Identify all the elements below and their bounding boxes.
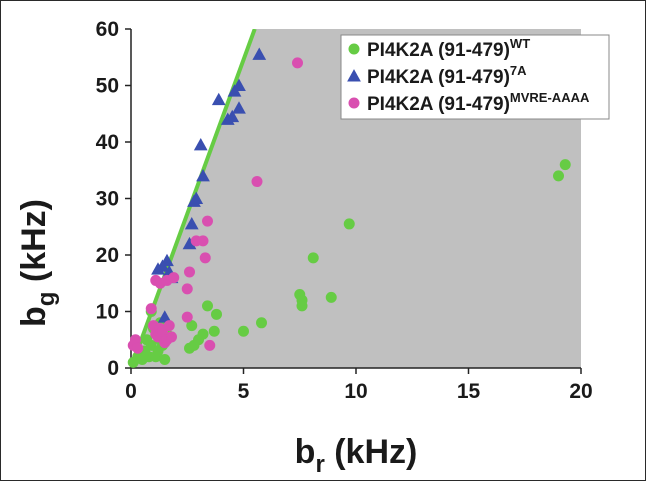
x-tick-label: 15 [457,380,481,403]
x-tick-label: 20 [569,380,592,403]
x-tick-label: 5 [238,380,250,403]
data-point-mvre-aaaa [163,320,175,332]
data-point-7a [189,191,204,204]
data-point-wt [256,317,267,329]
data-point-wt [296,300,308,312]
data-point-wt [559,159,571,171]
data-point-mvre-aaaa [197,235,209,247]
data-point-mvre-aaaa [168,272,180,284]
data-point-mvre-aaaa [130,334,141,346]
data-point-7a [182,236,197,250]
data-point-mvre-aaaa [199,252,211,264]
data-point-7a [252,47,267,60]
data-point-wt [325,291,337,303]
data-point-wt [186,320,198,332]
data-point-wt [197,328,209,340]
y-tick-label: 30 [96,188,119,211]
data-point-mvre-aaaa [202,215,213,227]
data-point-7a [196,169,210,182]
data-point-mvre-aaaa [181,283,193,295]
data-point-mvre-aaaa [132,342,144,354]
legend-marker-7a [347,69,361,82]
x-tick-label: 10 [344,380,367,403]
data-point-wt [343,218,355,230]
x-axis-label: br (kHz) [295,433,418,478]
data-point-mvre-aaaa [292,57,303,69]
data-point-wt [208,325,220,337]
y-tick-label: 0 [107,357,119,380]
legend-label-wt: PI4K2A (91-479)WT [367,36,530,61]
y-tick-label: 60 [96,18,119,41]
data-point-wt [553,170,564,182]
y-tick-label: 50 [96,75,119,98]
data-point-7a [225,109,240,123]
legend-marker-mvre-aaaa [348,97,360,109]
data-point-wt [211,308,222,320]
y-axis-label: bg (kHz) [15,199,60,327]
data-point-mvre-aaaa [145,303,157,315]
y-tick-label: 20 [96,244,119,267]
y-tick-label: 40 [96,131,119,154]
data-point-7a [211,92,226,106]
legend-label-7a: PI4K2A (91-479)7A [367,63,527,88]
data-point-wt [202,300,213,312]
data-point-7a [160,253,174,267]
legend-label-mvre-aaaa: PI4K2A (91-479)MVRE-AAAA [367,90,590,115]
data-point-7a [232,78,246,91]
data-point-7a [184,217,199,230]
data-point-mvre-aaaa [204,339,216,351]
x-tick-label: 0 [125,380,137,403]
data-point-mvre-aaaa [251,176,263,188]
data-point-mvre-aaaa [184,266,195,278]
data-point-wt [307,252,319,264]
data-point-7a [193,137,208,151]
data-point-mvre-aaaa [166,331,177,343]
data-point-wt [238,325,249,337]
data-point-7a [232,101,246,114]
data-point-mvre-aaaa [181,311,193,323]
legend-box [340,34,610,120]
data-point-wt [159,354,171,366]
y-tick-label: 10 [96,301,119,324]
legend-marker-wt [348,43,360,55]
data-point-7a [157,310,172,323]
